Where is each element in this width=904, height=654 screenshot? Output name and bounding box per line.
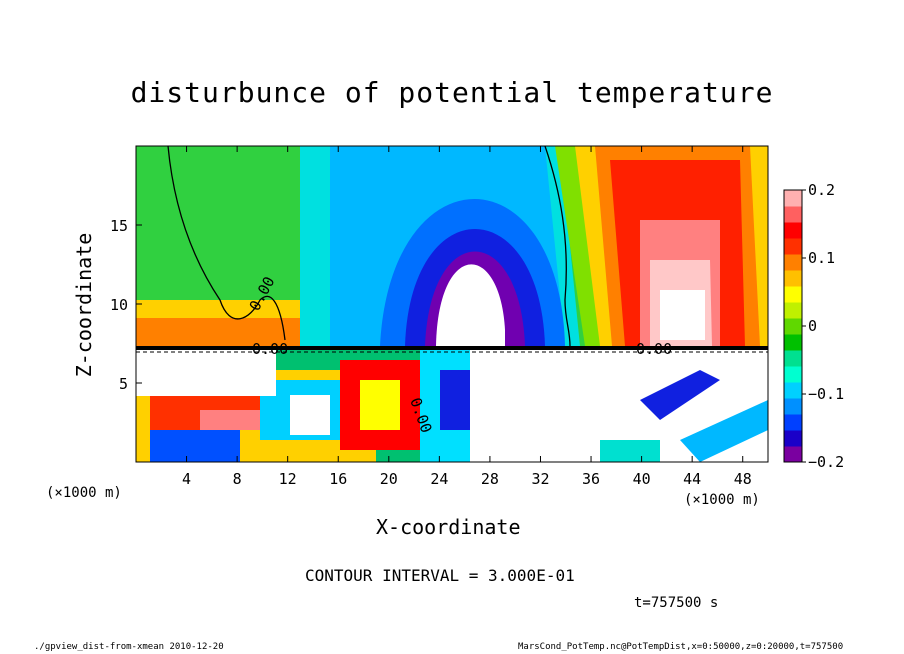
colorbar-swatch xyxy=(784,398,802,415)
colorbar-swatch xyxy=(784,286,802,303)
x-tick-label: 36 xyxy=(582,470,600,488)
colorbar-swatch xyxy=(784,446,802,463)
x-axis-unit-left: (×1000 m) xyxy=(46,485,122,501)
heatmap-field xyxy=(136,146,768,462)
colorbar-tick-label: 0 xyxy=(808,317,817,335)
x-tick-label: 8 xyxy=(233,470,242,488)
colorbar-swatch xyxy=(784,222,802,239)
footer-left: ./gpview_dist-from-xmean 2010-12-20 xyxy=(34,642,224,652)
colorbar-swatch xyxy=(784,414,802,431)
x-tick-label: 12 xyxy=(279,470,297,488)
y-axis: 5 10 15 xyxy=(110,217,142,393)
chart-title: disturbunce of potential temperature xyxy=(130,76,774,109)
colorbar-swatch xyxy=(784,382,802,399)
footer-right: MarsCond_PotTemp.nc@PotTempDist,x=0:5000… xyxy=(518,642,844,652)
colorbar-swatch xyxy=(784,334,802,351)
x-tick-label: 40 xyxy=(633,470,651,488)
x-tick-label: 28 xyxy=(481,470,499,488)
x-tick-label: 24 xyxy=(430,470,448,488)
y-tick-label: 15 xyxy=(110,217,128,235)
x-tick-label: 20 xyxy=(380,470,398,488)
contour-interval: CONTOUR INTERVAL = 3.000E-01 xyxy=(305,566,575,585)
time-label: t=757500 s xyxy=(634,595,719,611)
colorbar-tick-label: 0.2 xyxy=(808,181,835,199)
y-tick-label: 10 xyxy=(110,296,128,314)
colorbar-tick-label: −0.1 xyxy=(808,385,844,403)
x-tick-label: 16 xyxy=(329,470,347,488)
colorbar-swatch xyxy=(784,302,802,319)
x-tick-label: 32 xyxy=(531,470,549,488)
colorbar-tick-label: −0.2 xyxy=(808,453,844,471)
colorbar-swatch xyxy=(784,366,802,383)
colorbar-swatch xyxy=(784,430,802,447)
contour-label: 0.00 xyxy=(636,340,672,358)
x-axis-label: X-coordinate xyxy=(376,515,521,539)
colorbar-swatch xyxy=(784,254,802,271)
x-tick-label: 4 xyxy=(182,470,191,488)
y-axis-label: Z-coordinate xyxy=(72,232,96,378)
x-axis-unit-right: (×1000 m) xyxy=(684,492,760,508)
colorbar-swatch xyxy=(784,238,802,255)
x-tick-label: 44 xyxy=(683,470,701,488)
colorbar-swatch xyxy=(784,350,802,367)
colorbar xyxy=(784,190,802,463)
colorbar-swatch xyxy=(784,206,802,223)
colorbar-tick-label: 0.1 xyxy=(808,249,835,267)
x-tick-label: 48 xyxy=(734,470,752,488)
colorbar-swatch xyxy=(784,270,802,287)
contour-label: 0.00 xyxy=(252,340,288,358)
y-tick-label: 5 xyxy=(119,375,128,393)
colorbar-swatch xyxy=(784,190,802,207)
x-axis: 4 8 12 16 20 24 28 32 36 40 44 48 xyxy=(182,146,752,488)
colorbar-ticks: 0.2 0.1 0 −0.1 −0.2 xyxy=(802,181,844,471)
colorbar-swatch xyxy=(784,318,802,335)
